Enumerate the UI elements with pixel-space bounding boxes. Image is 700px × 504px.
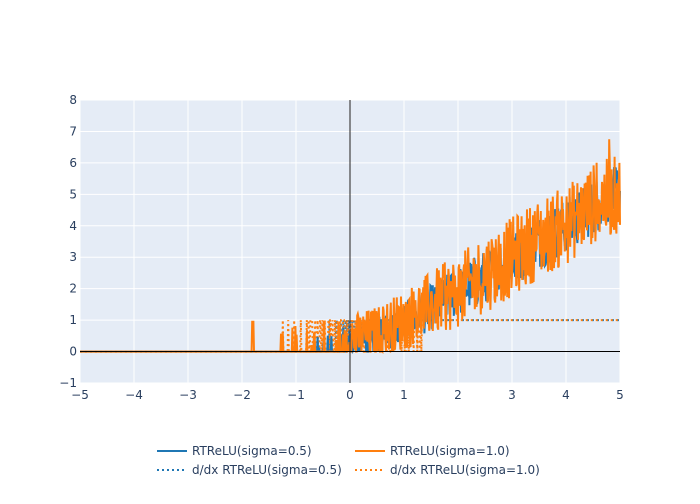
x-tick-label: −5 (71, 388, 89, 402)
x-tick-label: 0 (346, 388, 354, 402)
legend-item[interactable]: RTReLU(sigma=1.0) (355, 444, 510, 458)
y-tick-label: 8 (69, 93, 77, 107)
y-tick-label: 3 (69, 250, 77, 264)
y-tick-label: 0 (69, 345, 77, 359)
legend-label: RTReLU(sigma=1.0) (390, 444, 510, 458)
y-tick-label: 7 (69, 124, 77, 138)
x-tick-label: 2 (454, 388, 462, 402)
x-tick-label: −4 (125, 388, 143, 402)
y-tick-label: 4 (69, 219, 77, 233)
y-tick-label: 6 (69, 156, 77, 170)
x-axis-ticks: −5 −4 −3 −2 −1 0 1 2 3 4 5 (71, 388, 624, 402)
x-tick-label: 5 (616, 388, 624, 402)
x-tick-label: −1 (287, 388, 305, 402)
y-tick-label: −1 (59, 376, 77, 390)
legend-item[interactable]: RTReLU(sigma=0.5) (157, 444, 312, 458)
legend-item[interactable]: d/dx RTReLU(sigma=0.5) (157, 463, 342, 477)
legend[interactable]: RTReLU(sigma=0.5) d/dx RTReLU(sigma=0.5) R… (157, 444, 540, 477)
legend-label: d/dx RTReLU(sigma=1.0) (390, 463, 540, 477)
x-tick-label: 3 (508, 388, 516, 402)
y-tick-label: 2 (69, 282, 77, 296)
x-tick-label: 1 (400, 388, 408, 402)
y-tick-label: 5 (69, 187, 77, 201)
x-tick-label: −2 (233, 388, 251, 402)
zero-lines (80, 100, 620, 383)
legend-label: RTReLU(sigma=0.5) (192, 444, 312, 458)
y-axis-ticks: −1 0 1 2 3 4 5 6 7 8 (59, 93, 77, 390)
legend-label: d/dx RTReLU(sigma=0.5) (192, 463, 342, 477)
legend-item[interactable]: d/dx RTReLU(sigma=1.0) (355, 463, 540, 477)
y-tick-label: 1 (69, 313, 77, 327)
x-tick-label: −3 (179, 388, 197, 402)
x-tick-label: 4 (562, 388, 570, 402)
